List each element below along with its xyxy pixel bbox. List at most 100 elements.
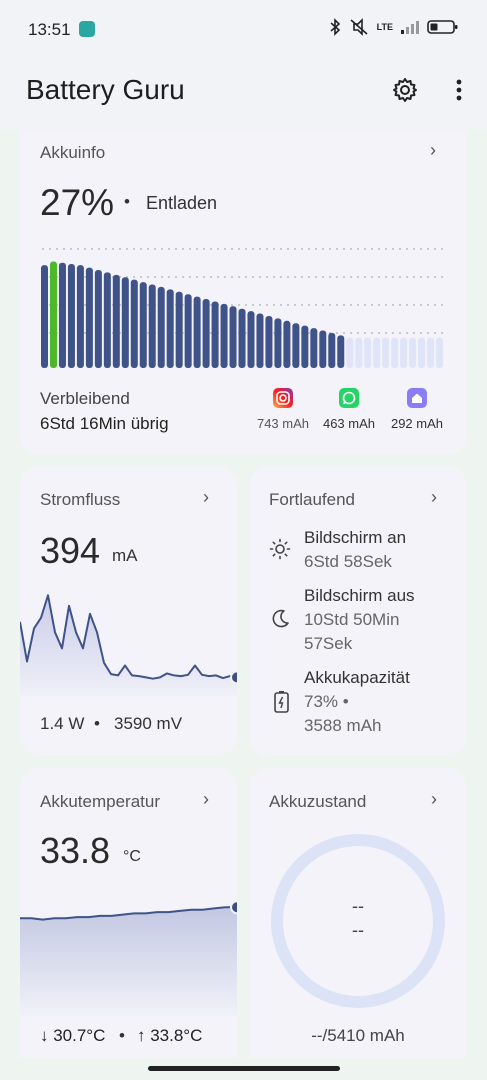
battery-bar bbox=[148, 284, 156, 368]
capacity-label: Akkukapazität bbox=[304, 668, 410, 687]
battery-bar bbox=[283, 320, 291, 368]
battery-bar bbox=[49, 261, 57, 368]
moon-icon bbox=[272, 609, 289, 628]
battery-bar bbox=[400, 337, 408, 368]
battery-percent: 27% bbox=[40, 182, 115, 223]
health-line2: -- bbox=[352, 920, 364, 940]
chart-endpoint bbox=[230, 900, 237, 915]
whatsapp-icon bbox=[339, 388, 359, 408]
capacity-percent: 73% • bbox=[304, 692, 349, 711]
fortlaufend-title: Fortlaufend bbox=[269, 490, 355, 509]
screen-off-value-line1: 10Std 50Min bbox=[304, 610, 400, 629]
screen-off-value-line2: 57Sek bbox=[304, 634, 353, 653]
battery-bar bbox=[427, 337, 435, 368]
battery-bar bbox=[103, 272, 111, 368]
remaining-value: 6Std 16Min übrig bbox=[40, 414, 169, 433]
gear-icon bbox=[393, 78, 417, 102]
battery-bar bbox=[193, 296, 201, 368]
battery-bar bbox=[301, 325, 309, 368]
battery-bar bbox=[355, 337, 363, 368]
stromfluss-title: Stromfluss bbox=[40, 490, 121, 509]
screen-off-label: Bildschirm aus bbox=[304, 586, 415, 605]
mute-icon bbox=[350, 18, 368, 36]
remaining-label: Verbleibend bbox=[40, 389, 130, 408]
app-usage-launcher[interactable]: 292 mAh bbox=[386, 388, 448, 431]
separator-dot: • bbox=[94, 714, 100, 733]
stromfluss-card[interactable]: Stromfluss › 394 mA 1.4 W • 3590 mV bbox=[20, 466, 237, 756]
battery-bar bbox=[364, 337, 372, 368]
battery-bar bbox=[76, 265, 84, 368]
app-usage-instagram[interactable]: 743 mAh bbox=[253, 388, 313, 431]
battery-health-chevron-icon: › bbox=[431, 789, 437, 809]
battery-bar bbox=[409, 337, 417, 368]
battery-bar bbox=[220, 303, 228, 368]
chart-line bbox=[20, 594, 237, 680]
home-indicator[interactable] bbox=[148, 1066, 340, 1071]
battery-icon bbox=[427, 20, 458, 34]
battery-bar bbox=[337, 335, 345, 368]
battery-bar bbox=[256, 313, 264, 368]
temperature-unit: °C bbox=[123, 848, 141, 865]
battery-bar bbox=[211, 301, 219, 368]
fortlaufend-card[interactable]: Fortlaufend › Bildschirm an 6Std 58Sek B… bbox=[249, 466, 467, 756]
app-bar: Battery Guru bbox=[0, 58, 487, 130]
screen-on-value: 6Std 58Sek bbox=[304, 552, 392, 571]
battery-bar bbox=[382, 337, 390, 368]
more-options-button[interactable] bbox=[443, 74, 475, 106]
notification-app-icon bbox=[79, 21, 95, 37]
battery-bar bbox=[436, 337, 444, 368]
sun-icon bbox=[269, 538, 291, 560]
temperature-card[interactable]: Akkutemperatur › 33.8 °C ↓ 30.7°C • ↑ 33… bbox=[20, 768, 237, 1058]
instagram-icon bbox=[273, 388, 293, 408]
launcher-usage: 292 mAh bbox=[390, 416, 444, 431]
battery-bar bbox=[319, 330, 327, 368]
stromfluss-chevron-icon: › bbox=[203, 487, 209, 507]
battery-history-chart bbox=[41, 248, 444, 368]
battery-bar bbox=[175, 291, 183, 368]
battery-bar bbox=[238, 308, 246, 368]
status-icons: LTE bbox=[329, 18, 459, 36]
battery-bar bbox=[373, 337, 381, 368]
capacity-mah: 3588 mAh bbox=[304, 716, 382, 735]
battery-bar bbox=[310, 328, 318, 368]
voltage-value: 3590 mV bbox=[114, 714, 183, 733]
settings-button[interactable] bbox=[389, 74, 421, 106]
app-title: Battery Guru bbox=[26, 74, 185, 105]
battery-bar bbox=[274, 318, 282, 368]
instagram-usage: 743 mAh bbox=[256, 416, 310, 431]
battery-bar bbox=[157, 286, 165, 368]
battery-bar bbox=[184, 294, 192, 368]
battery-bar bbox=[328, 332, 336, 368]
battery-bar bbox=[418, 337, 426, 368]
chart-area bbox=[20, 595, 237, 696]
health-line1: -- bbox=[352, 896, 364, 916]
status-time: 13:51 bbox=[28, 20, 71, 39]
app-usage-whatsapp[interactable]: 463 mAh bbox=[318, 388, 380, 431]
health-ring bbox=[271, 834, 445, 1008]
current-flow-chart bbox=[20, 594, 237, 696]
more-vert-icon bbox=[456, 79, 462, 101]
battery-bar bbox=[265, 315, 273, 368]
battery-health-card[interactable]: Akkuzustand › -- -- --/5410 mAh bbox=[249, 768, 467, 1058]
temperature-value: 33.8 bbox=[40, 830, 111, 871]
screen-on-label: Bildschirm an bbox=[304, 528, 407, 547]
temperature-max: ↑ 33.8°C bbox=[137, 1026, 203, 1045]
power-value: 1.4 W bbox=[40, 714, 85, 733]
battery-bar bbox=[247, 311, 255, 368]
battery-bar bbox=[112, 274, 120, 368]
battery-bar bbox=[58, 262, 66, 368]
temperature-chart bbox=[20, 900, 237, 1016]
akkuinfo-card[interactable]: Akkuinfo › 27% • Entladen Verbleibend 6S… bbox=[20, 130, 467, 455]
health-capacity: --/5410 mAh bbox=[311, 1026, 405, 1045]
current-value: 394 bbox=[40, 530, 101, 571]
battery-bar bbox=[94, 269, 102, 368]
temperature-chevron-icon: › bbox=[203, 789, 209, 809]
battery-bar bbox=[166, 289, 174, 368]
bluetooth-icon bbox=[330, 18, 340, 36]
battery-bar bbox=[346, 337, 354, 368]
battery-bar bbox=[391, 337, 399, 368]
chart-line bbox=[20, 906, 237, 921]
status-bar: 13:51 LTE bbox=[0, 0, 487, 58]
temperature-min: ↓ 30.7°C bbox=[40, 1026, 106, 1045]
battery-bar bbox=[67, 263, 75, 368]
